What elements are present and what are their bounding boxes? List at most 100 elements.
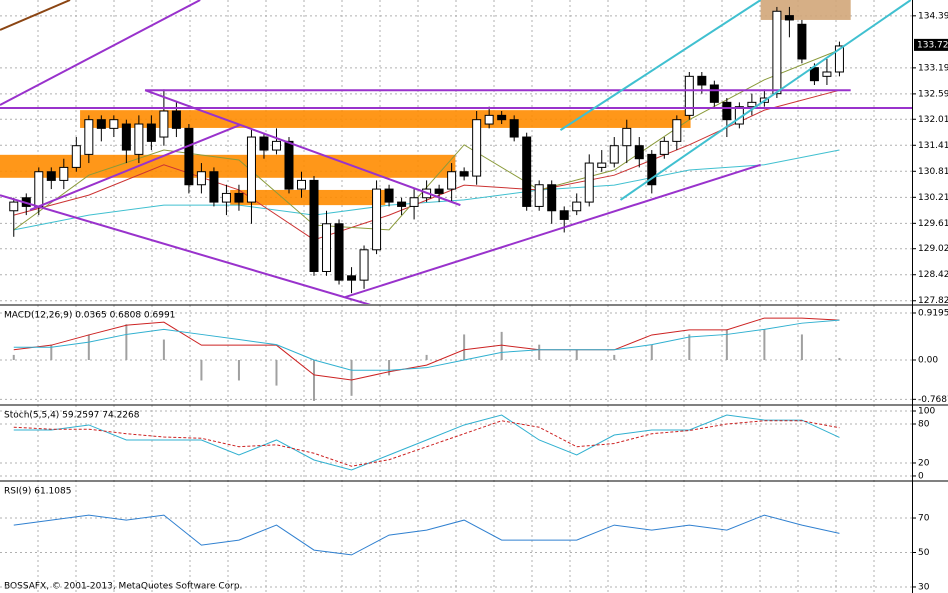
candle-body [522, 136, 532, 207]
y-tick-label: 131.410 [918, 141, 948, 151]
candle-body [572, 201, 582, 212]
candle-body [659, 140, 669, 155]
candle-body [221, 192, 231, 203]
indicator-title: RSI(9) 61.1085 [4, 487, 71, 497]
candle-body [772, 10, 782, 95]
trend-line [29, 123, 241, 211]
macd-bar [500, 331, 503, 361]
macd-bar [125, 324, 128, 361]
macd-bar [200, 360, 203, 381]
indicator-title: MACD(12,26,9) 0.0365 0.6808 0.6991 [4, 311, 175, 321]
trend-line [344, 163, 761, 299]
y-tick-label: 70 [918, 514, 930, 524]
trend-line [619, 0, 912, 201]
zone [0, 154, 456, 178]
macd-bar [425, 354, 428, 361]
zone [230, 189, 386, 206]
candle-body [59, 166, 69, 181]
y-tick-label: 80 [918, 419, 930, 429]
y-tick-label: 130.810 [918, 167, 948, 177]
macd-bar [725, 329, 728, 361]
y-tick-label: 128.425 [918, 270, 948, 280]
y-tick-label: 127.825 [918, 296, 948, 306]
y-tick-label: 100 [918, 407, 935, 417]
footer: BOSSAFX, © 2001-2013, MetaQuotes Softwar… [4, 582, 242, 592]
y-tick-label: 0.00 [918, 356, 938, 366]
candle-body [834, 45, 844, 73]
oscillator-line [13, 414, 840, 471]
trend-line [144, 89, 461, 207]
macd-bar [650, 344, 653, 361]
trend-line [0, 0, 201, 106]
candle-body [309, 179, 319, 272]
candle-body [822, 71, 832, 77]
candle-body [134, 123, 144, 155]
trend-line [0, 0, 71, 31]
candle-body [634, 145, 644, 160]
candle-body [697, 75, 707, 86]
candle-body [121, 123, 131, 151]
candle-body [684, 75, 694, 116]
candle-body [184, 127, 194, 186]
candle-body [246, 136, 256, 203]
macd-bar [275, 360, 278, 386]
y-tick-label: 0.9195 [918, 308, 948, 318]
y-tick-label: 50 [918, 548, 930, 558]
macd-line [13, 319, 840, 371]
candle-body [409, 197, 419, 207]
candle-body [597, 162, 607, 168]
macd-bar [162, 339, 165, 361]
candle-body [71, 145, 81, 168]
candle-body [484, 114, 494, 125]
macd-line [13, 317, 840, 381]
y-tick-label: -0.7687 [918, 395, 948, 405]
macd-bar [838, 357, 841, 361]
oscillator-line [13, 420, 840, 467]
y-tick-label: 20 [918, 458, 930, 468]
candle-body [372, 188, 382, 251]
candle-body [747, 101, 757, 108]
y-tick-label: 129.025 [918, 244, 948, 254]
y-tick-label: 133.195 [918, 63, 948, 73]
macd-bar [575, 349, 578, 361]
candle-body [96, 119, 106, 129]
candle-body [347, 275, 357, 281]
candle-body [509, 119, 519, 138]
macd-bar [388, 360, 391, 376]
candle-body [234, 192, 244, 203]
macd-bar [688, 334, 691, 361]
last-price-label: 133.725 [917, 40, 948, 50]
zone [80, 110, 691, 128]
macd-bar [613, 354, 616, 361]
macd-bar [763, 329, 766, 361]
candle-body [647, 153, 657, 186]
candle-body [284, 140, 294, 190]
y-tick-label: 132.010 [918, 115, 948, 125]
zone [760, 0, 851, 20]
candle-body [534, 184, 544, 207]
candle-body [609, 145, 619, 164]
y-tick-label: 30 [918, 582, 930, 592]
trend-line [559, 0, 762, 131]
indicator-title: Stoch(5,5,4) 59.2597 74.2268 [4, 411, 140, 421]
candle-body [447, 171, 457, 190]
candle-body [784, 15, 794, 21]
y-tick-label: 132.595 [918, 89, 948, 99]
candle-body [434, 188, 444, 194]
candle-body [334, 223, 344, 281]
candle-body [322, 223, 332, 272]
candle-body [809, 67, 819, 82]
candle-body [196, 171, 206, 186]
trend-line [0, 194, 371, 304]
candle-body [259, 136, 269, 151]
candle-body [497, 114, 507, 121]
candle-body [622, 127, 632, 147]
macd-bar [87, 334, 90, 361]
y-tick-label: 130.210 [918, 193, 948, 203]
candle-body [84, 119, 94, 155]
candle-body [46, 171, 56, 181]
candle-body [159, 110, 169, 138]
